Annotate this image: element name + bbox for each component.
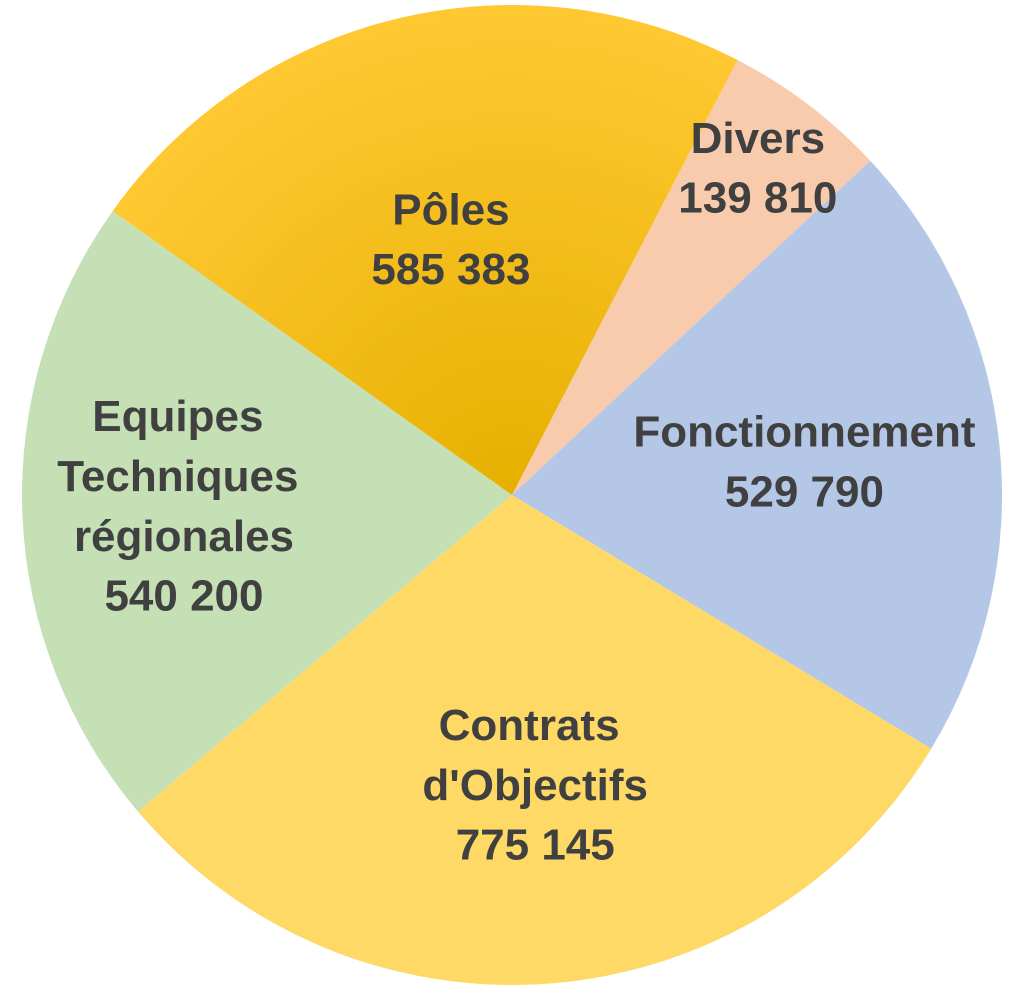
slice-category-label: Fonctionnement [633,407,976,456]
slice-category-label: Pôles [392,185,509,234]
slice-value-label: 139 810 [678,174,837,223]
slice-category-label: Equipes Techniques régionales [57,391,310,560]
pie-slice [22,211,513,812]
slice-category-label: Contrats d'Objectifs [422,701,648,810]
slice-value-label: 540 200 [104,571,263,620]
slice-value-label: 585 383 [371,245,530,294]
pie-slice [112,5,738,495]
pie-slice [512,160,1002,749]
slice-category-label: Divers [691,114,826,163]
slices [22,5,1002,985]
slice-value-label: 529 790 [725,467,884,516]
slice-value-label: 775 145 [456,821,615,870]
labels: Divers 139 810 Fonctionnement 529 790 Contra… [57,114,976,870]
pie-slice [138,495,932,985]
pie-slice [512,59,871,496]
